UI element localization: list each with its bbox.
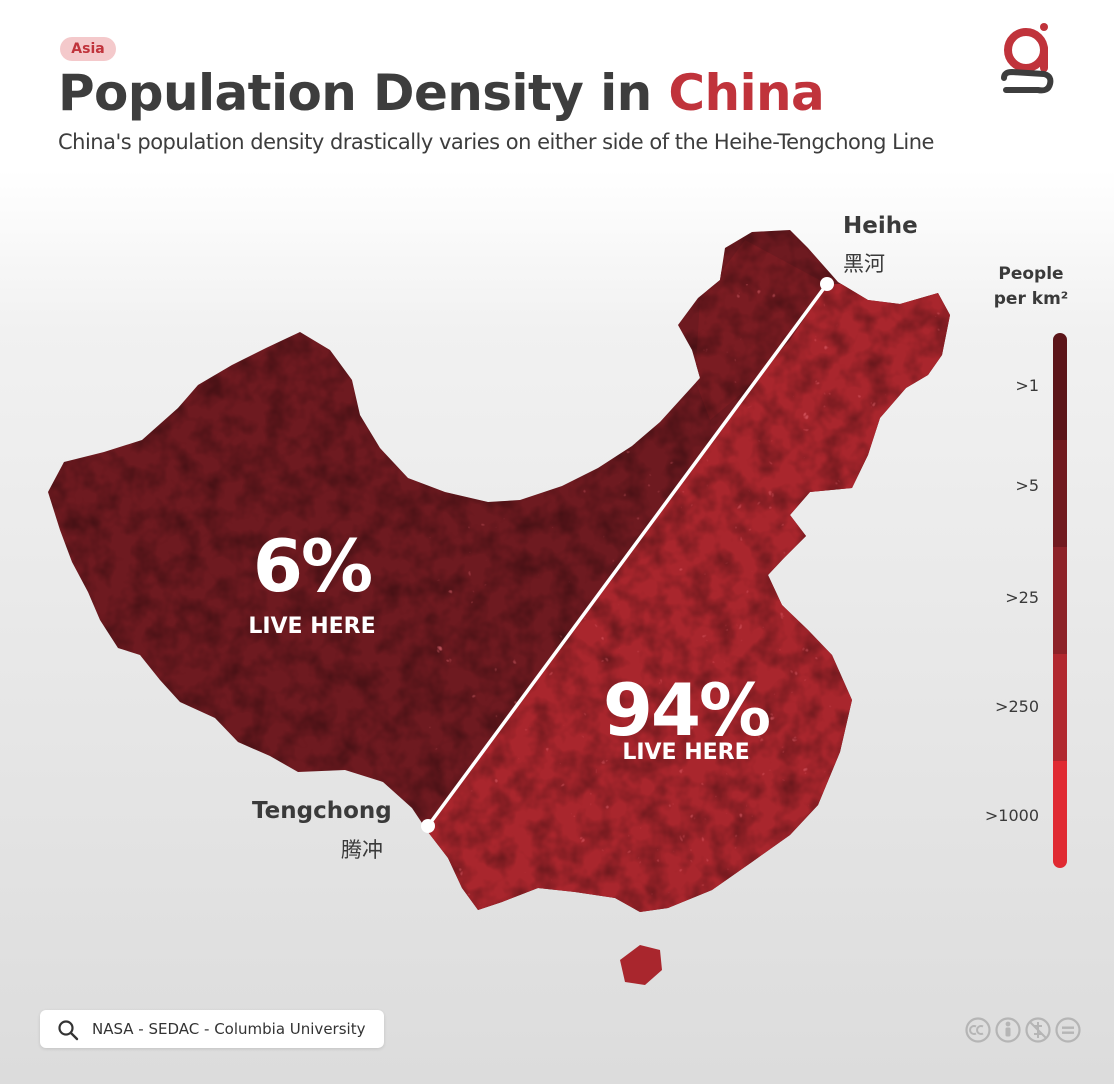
search-icon xyxy=(58,1020,79,1041)
title-highlight: China xyxy=(668,64,825,122)
west-percentage: 6% xyxy=(252,524,373,608)
legend-label: >5 xyxy=(1015,476,1039,495)
east-percentage-label: LIVE HERE xyxy=(622,740,750,765)
heihe-chinese-label: 黑河 xyxy=(843,252,885,276)
tengchong-marker xyxy=(421,819,435,833)
heihe-marker xyxy=(820,277,834,291)
west-percentage-label: LIVE HERE xyxy=(248,614,376,639)
legend-swatch xyxy=(1053,654,1067,761)
tengchong-label: Tengchong xyxy=(252,798,392,824)
brand-logo xyxy=(1001,23,1054,94)
source-text: NASA - SEDAC - Columbia University xyxy=(92,1020,366,1038)
legend-color-bar xyxy=(1053,333,1067,868)
legend-swatch xyxy=(1053,333,1067,440)
east-percentage: 94% xyxy=(602,668,771,752)
legend-title-line2: per km² xyxy=(993,289,1069,309)
page-subtitle: China's population density drastically v… xyxy=(58,130,934,154)
legend-label: >25 xyxy=(1005,588,1039,607)
legend-swatch xyxy=(1053,547,1067,654)
hainan-island xyxy=(620,945,662,985)
legend-label: >250 xyxy=(995,697,1039,716)
legend-label: >1000 xyxy=(984,806,1039,825)
source-box: NASA - SEDAC - Columbia University xyxy=(40,1010,384,1048)
heihe-tengchong-line xyxy=(426,282,829,828)
page-title: Population Density in China xyxy=(58,64,825,122)
legend-swatch xyxy=(1053,440,1067,547)
heihe-label: Heihe xyxy=(843,213,918,239)
creative-commons-icon xyxy=(965,1017,1081,1043)
region-tag: Asia xyxy=(60,37,116,61)
legend-label: >1 xyxy=(1015,376,1039,395)
title-main: Population Density in xyxy=(58,64,669,122)
legend-swatch xyxy=(1053,761,1067,868)
legend-title: People per km² xyxy=(986,262,1076,312)
legend-title-line1: People xyxy=(998,264,1064,284)
tengchong-chinese-label: 腾冲 xyxy=(341,838,383,862)
